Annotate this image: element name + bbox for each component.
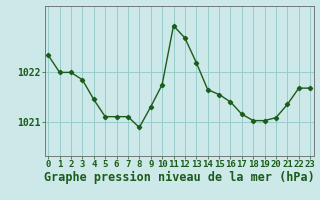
X-axis label: Graphe pression niveau de la mer (hPa): Graphe pression niveau de la mer (hPa) — [44, 171, 315, 184]
